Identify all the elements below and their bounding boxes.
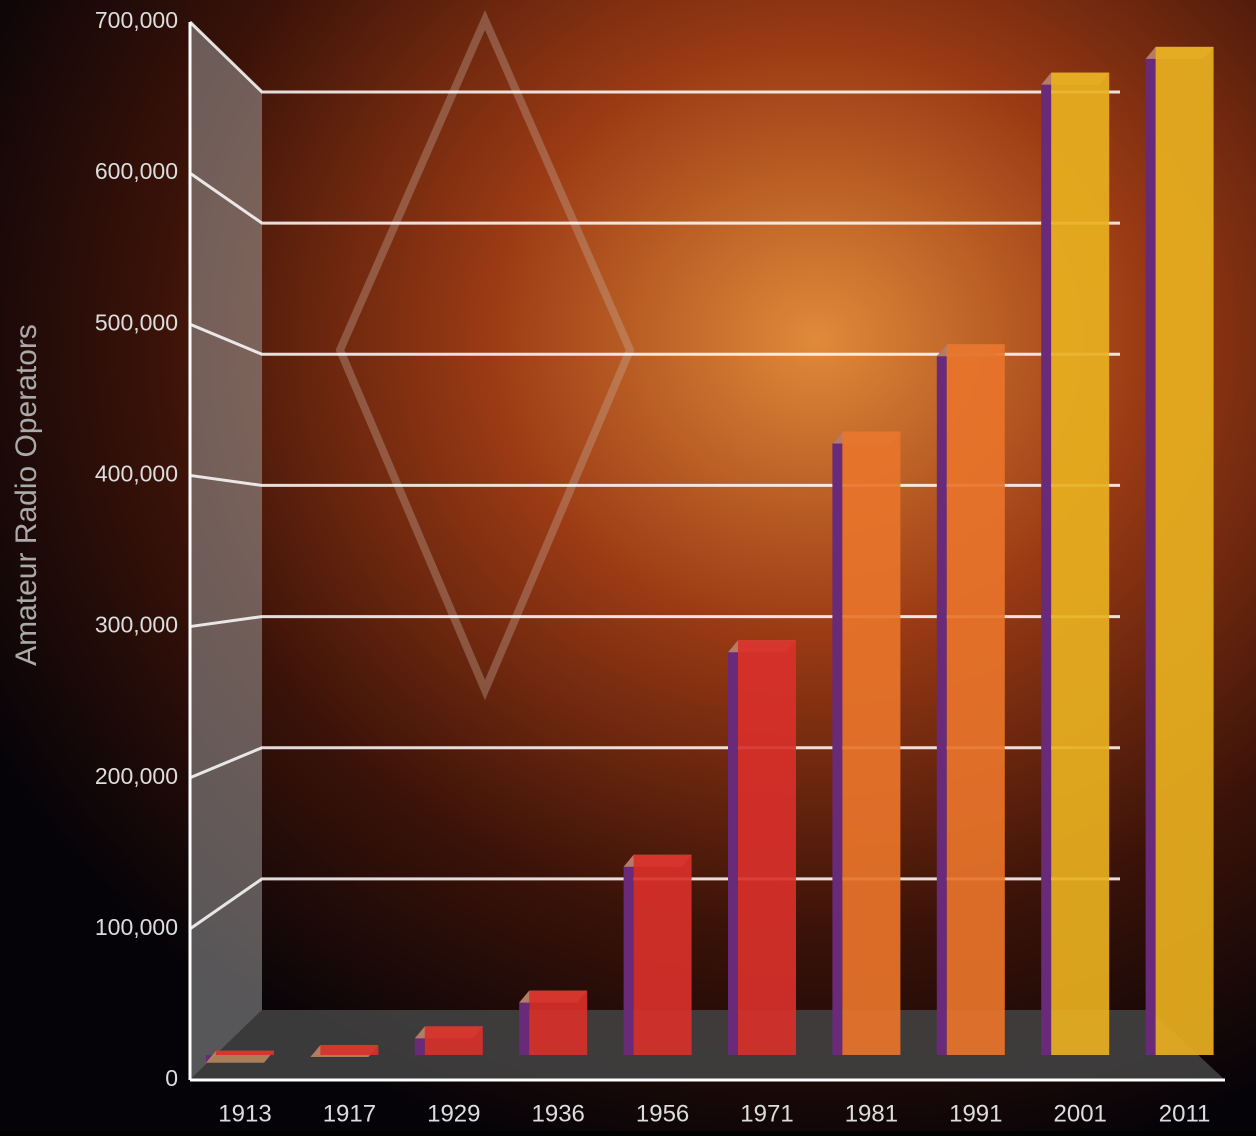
y-tick-label: 100,000 <box>95 914 178 940</box>
bar <box>1051 72 1110 1056</box>
bar <box>424 1026 483 1055</box>
x-tick-label: 1917 <box>323 1100 376 1127</box>
x-tick-label: 1981 <box>845 1100 898 1127</box>
grid-line <box>188 20 1120 94</box>
bar <box>216 1050 274 1055</box>
y-tick-label: 400,000 <box>95 461 178 487</box>
bar <box>1155 46 1214 1056</box>
y-tick-label: 300,000 <box>95 612 178 638</box>
x-tick-label: 2011 <box>1159 1100 1211 1127</box>
x-tick-label: 1956 <box>636 1100 689 1127</box>
y-tick-label: 200,000 <box>95 763 178 789</box>
bar-side <box>623 854 634 1055</box>
logo <box>335 10 635 701</box>
y-tick-label: 600,000 <box>95 158 178 184</box>
y-tick-label: 500,000 <box>95 309 178 335</box>
bar <box>842 431 901 1055</box>
grid-line <box>189 171 1120 225</box>
bar <box>946 344 1005 1055</box>
bar-side <box>832 431 843 1055</box>
bar-side <box>1041 72 1052 1056</box>
bar <box>633 854 692 1055</box>
x-tick-label: 1929 <box>427 1100 480 1127</box>
y-tick-label: 700,000 <box>95 7 178 33</box>
bar-side <box>936 344 947 1055</box>
x-tick-label: 1991 <box>949 1100 1002 1127</box>
bar-side <box>1145 46 1156 1056</box>
y-axis-label: Amateur Radio Operators <box>10 324 43 666</box>
y-tick-label: 0 <box>165 1065 178 1091</box>
bar <box>738 640 796 1055</box>
bar-side <box>519 990 530 1055</box>
x-tick-label: 1971 <box>740 1100 793 1127</box>
grid-line <box>189 322 1120 356</box>
bar <box>320 1044 379 1055</box>
x-tick-label: 1936 <box>532 1100 585 1127</box>
bar <box>529 990 588 1055</box>
x-tick-label: 2001 <box>1054 1100 1107 1127</box>
side-wall <box>190 22 262 1080</box>
x-tick-label: 1913 <box>218 1100 271 1127</box>
bar-side <box>728 640 738 1055</box>
